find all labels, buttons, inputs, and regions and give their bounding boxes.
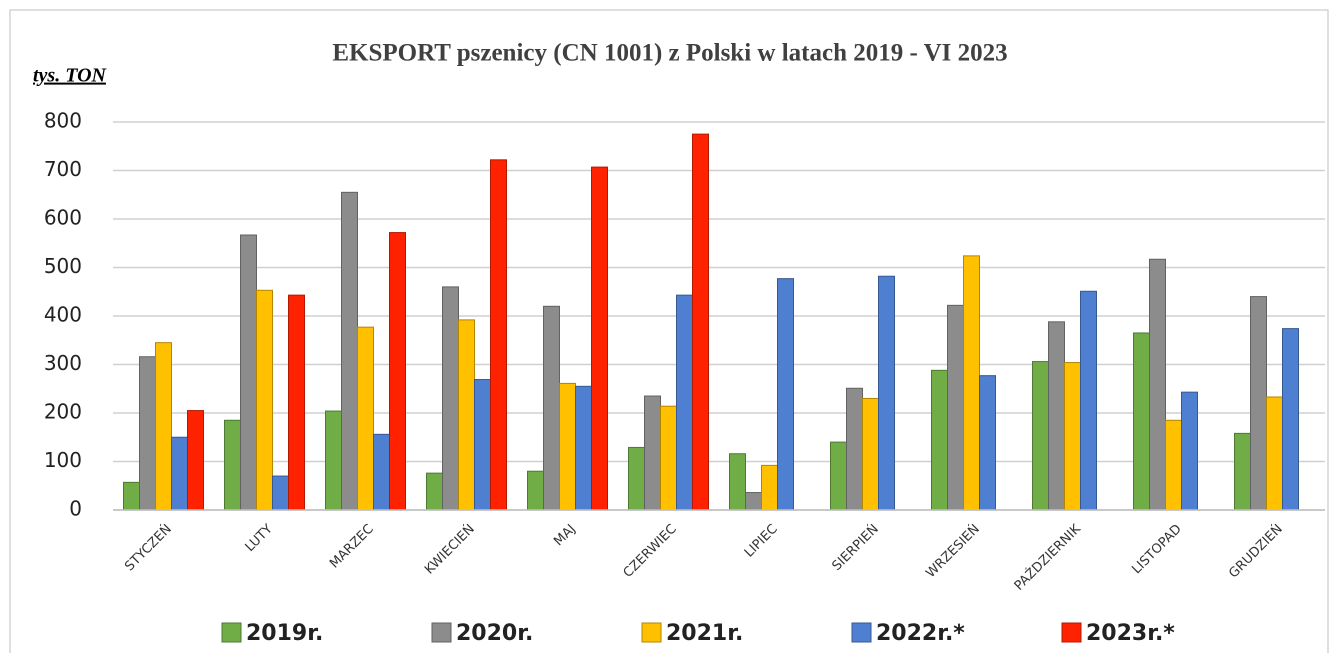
bar xyxy=(543,305,560,511)
chart-frame xyxy=(9,9,1329,657)
bar xyxy=(171,436,188,511)
y-tick-label: 200 xyxy=(44,400,82,424)
bar xyxy=(442,286,459,511)
legend-label: 2019r. xyxy=(246,621,323,646)
bar xyxy=(373,433,390,511)
bar xyxy=(155,342,172,511)
bar xyxy=(575,385,592,511)
bar xyxy=(1048,321,1065,511)
bar xyxy=(1234,432,1251,511)
bar xyxy=(357,326,374,511)
bar xyxy=(979,375,996,511)
bar xyxy=(458,319,475,511)
y-tick-label: 500 xyxy=(44,254,82,278)
bar xyxy=(1282,328,1299,511)
bar xyxy=(644,395,661,511)
bar xyxy=(1165,419,1182,511)
bar xyxy=(1133,332,1150,511)
bar xyxy=(256,289,273,511)
bar xyxy=(628,446,645,511)
bar xyxy=(1149,258,1166,511)
legend-label: 2022r.* xyxy=(876,621,965,646)
y-tick-label: 100 xyxy=(44,448,82,472)
y-tick-label: 300 xyxy=(44,351,82,375)
bar xyxy=(676,294,693,511)
y-tick-label: 800 xyxy=(44,109,82,133)
bar xyxy=(1266,396,1283,511)
legend-label: 2023r.* xyxy=(1086,621,1175,646)
bar xyxy=(1250,296,1267,511)
y-tick-label: 600 xyxy=(44,206,82,230)
legend-swatch xyxy=(431,622,452,643)
legend-swatch xyxy=(221,622,242,643)
y-tick-label: 0 xyxy=(69,497,82,521)
bar xyxy=(341,191,358,511)
bar xyxy=(240,234,257,511)
bar xyxy=(139,356,156,511)
y-tick-label: 700 xyxy=(44,157,82,181)
bar xyxy=(931,369,948,511)
legend-label: 2020r. xyxy=(456,621,533,646)
bar xyxy=(761,464,778,511)
legend-swatch xyxy=(851,622,872,643)
bar xyxy=(559,382,576,511)
bar xyxy=(830,441,847,511)
bar xyxy=(527,470,544,511)
bar xyxy=(426,472,443,511)
bar xyxy=(1181,391,1198,511)
bar xyxy=(963,255,980,511)
chart-title: EKSPORT pszenicy (CN 1001) z Polski w la… xyxy=(332,40,1007,67)
bar xyxy=(660,405,677,511)
bar xyxy=(745,492,762,511)
bar xyxy=(1032,361,1049,511)
y-tick-label: 400 xyxy=(44,303,82,327)
legend-swatch xyxy=(641,622,662,643)
y-axis-label: tys. TON xyxy=(33,65,108,87)
bar xyxy=(1080,290,1097,511)
legend-swatch xyxy=(1061,622,1082,643)
bar xyxy=(846,387,863,511)
bar xyxy=(862,397,879,511)
bar xyxy=(692,133,709,511)
bar xyxy=(389,232,406,511)
bar xyxy=(490,159,507,511)
bar xyxy=(591,166,608,511)
bar xyxy=(947,304,964,511)
bar xyxy=(123,481,140,511)
bar xyxy=(224,419,241,511)
bar xyxy=(1064,362,1081,511)
bar xyxy=(729,453,746,511)
bar xyxy=(878,275,895,511)
legend-label: 2021r. xyxy=(666,621,743,646)
bar xyxy=(272,475,289,511)
bar xyxy=(187,410,204,511)
bar xyxy=(325,410,342,511)
bar xyxy=(288,294,305,511)
bar xyxy=(474,379,491,511)
bar xyxy=(777,278,794,511)
